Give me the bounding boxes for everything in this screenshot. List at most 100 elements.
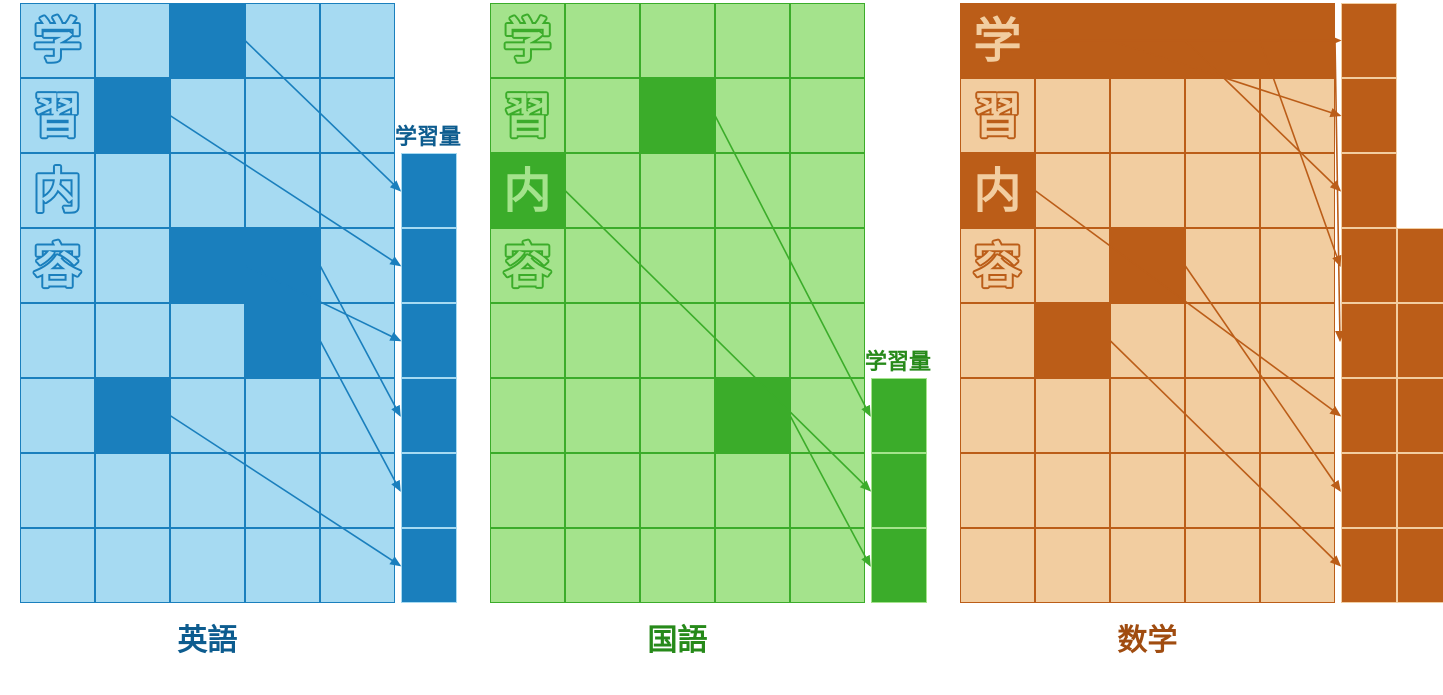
grid-cell xyxy=(565,3,640,78)
grid-cell xyxy=(1035,3,1110,78)
stack-cell xyxy=(871,453,927,528)
grid-cell xyxy=(95,453,170,528)
grid-cell xyxy=(1185,3,1260,78)
grid-cell xyxy=(245,78,320,153)
grid-cell xyxy=(1110,228,1185,303)
stack-cell xyxy=(1397,453,1443,528)
stack-cell xyxy=(1341,528,1397,603)
grid-cell xyxy=(640,3,715,78)
grid-cell xyxy=(95,3,170,78)
grid-cell xyxy=(95,153,170,228)
grid-cell xyxy=(320,453,395,528)
grid-cell xyxy=(1260,228,1335,303)
grid-cell xyxy=(1185,153,1260,228)
grid-cell xyxy=(320,528,395,603)
stack-cell xyxy=(1341,78,1397,153)
grid-cell xyxy=(490,453,565,528)
grid-cell xyxy=(170,453,245,528)
grid-cell xyxy=(1260,153,1335,228)
grid-cell xyxy=(1035,78,1110,153)
grid-cell xyxy=(790,453,865,528)
grid-cell xyxy=(320,303,395,378)
grid-cell xyxy=(1185,453,1260,528)
grid-cell xyxy=(640,303,715,378)
grid-cell xyxy=(960,453,1035,528)
grid-cell xyxy=(1260,378,1335,453)
stack-cell xyxy=(1397,303,1443,378)
grid-cell xyxy=(790,3,865,78)
grid-cell xyxy=(1035,303,1110,378)
grid-cell xyxy=(1035,228,1110,303)
stack-cell xyxy=(871,378,927,453)
grid-cell xyxy=(960,378,1035,453)
vertical-label-english: 学習内容 xyxy=(20,3,95,313)
stack-cell xyxy=(1341,3,1397,78)
stack-cell xyxy=(401,378,457,453)
svg-text:学: 学 xyxy=(503,15,551,68)
stack-cell xyxy=(401,153,457,228)
grid-cell xyxy=(715,453,790,528)
svg-text:学: 学 xyxy=(973,15,1021,68)
grid-cell xyxy=(1260,303,1335,378)
svg-text:学: 学 xyxy=(33,15,81,68)
grid-cell xyxy=(1185,378,1260,453)
grid-cell xyxy=(1185,78,1260,153)
grid-cell xyxy=(565,153,640,228)
grid-cell xyxy=(95,78,170,153)
panel-math: 学習内容数学学習量 xyxy=(960,3,1443,683)
stack-cell xyxy=(401,528,457,603)
panel-title-math: 数学 xyxy=(960,615,1335,659)
grid-cell xyxy=(715,303,790,378)
grid-cell xyxy=(790,78,865,153)
stack-cell xyxy=(401,303,457,378)
grid-cell xyxy=(790,153,865,228)
panel-title-english: 英語 xyxy=(20,615,395,659)
grid-cell xyxy=(245,153,320,228)
stack-cell xyxy=(1341,378,1397,453)
grid-cell xyxy=(20,378,95,453)
grid-cell xyxy=(790,228,865,303)
grid-cell xyxy=(95,228,170,303)
grid-cell xyxy=(320,378,395,453)
grid-cell xyxy=(95,378,170,453)
grid-cell xyxy=(95,528,170,603)
grid-cell xyxy=(320,3,395,78)
grid-cell xyxy=(715,153,790,228)
grid-cell xyxy=(640,453,715,528)
panel-title-japanese: 国語 xyxy=(490,615,865,659)
grid-cell xyxy=(490,528,565,603)
grid-cell xyxy=(565,303,640,378)
grid-cell xyxy=(640,78,715,153)
grid-cell xyxy=(1185,228,1260,303)
grid-cell xyxy=(170,3,245,78)
svg-text:内: 内 xyxy=(33,165,81,218)
grid-cell xyxy=(95,303,170,378)
grid-cell xyxy=(1110,78,1185,153)
grid-cell xyxy=(245,3,320,78)
stack-cell xyxy=(1341,453,1397,528)
grid-cell xyxy=(1110,453,1185,528)
stack-cell xyxy=(1397,228,1443,303)
grid-cell xyxy=(960,528,1035,603)
grid-cell xyxy=(1035,528,1110,603)
grid-cell xyxy=(715,3,790,78)
stack-label-math: 学習量 xyxy=(1335,0,1401,1)
grid-cell xyxy=(320,228,395,303)
grid-cell xyxy=(1110,378,1185,453)
grid-cell xyxy=(170,303,245,378)
grid-cell xyxy=(565,228,640,303)
grid-cell xyxy=(170,153,245,228)
grid-cell xyxy=(715,378,790,453)
grid-cell xyxy=(245,303,320,378)
svg-text:内: 内 xyxy=(973,165,1021,218)
grid-cell xyxy=(640,153,715,228)
grid-cell xyxy=(1035,453,1110,528)
grid-cell xyxy=(1260,3,1335,78)
grid-cell xyxy=(960,303,1035,378)
grid-cell xyxy=(640,378,715,453)
stack-label-english: 学習量 xyxy=(395,119,461,151)
grid-cell xyxy=(715,78,790,153)
stack-cell xyxy=(401,228,457,303)
grid-cell xyxy=(565,453,640,528)
grid-cell xyxy=(640,528,715,603)
